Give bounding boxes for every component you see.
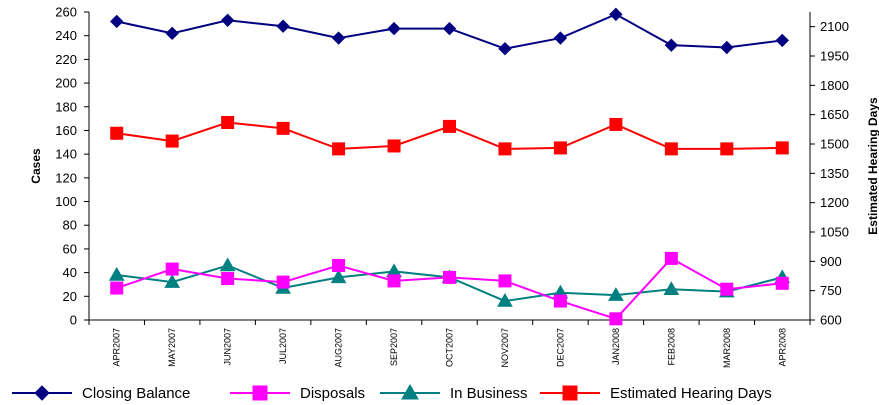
y-tick-label: 60 [63, 241, 77, 256]
data-point-in-business [663, 281, 680, 295]
y-tick-label: 160 [55, 123, 77, 138]
data-point-closing-balance [609, 7, 623, 22]
data-point-estimated-hearing-days [720, 142, 734, 156]
data-point-closing-balance [165, 26, 179, 41]
data-point-disposals [720, 282, 734, 296]
data-point-in-business [164, 274, 181, 288]
legend-label-disposals: Disposals [300, 385, 365, 402]
x-tick-label: APR2008 [777, 328, 787, 367]
y2-tick-label: 1050 [820, 225, 849, 240]
x-tick-label: MAR2008 [722, 328, 732, 368]
x-tick-label: MAY2007 [167, 328, 177, 367]
legend-marker-estimated-hearing-days [562, 385, 578, 401]
data-point-closing-balance [220, 13, 235, 27]
data-point-disposals [609, 312, 623, 326]
y-tick-label: 120 [55, 170, 77, 185]
y2-tick-label: 1200 [820, 195, 849, 210]
y-tick-label: 180 [55, 99, 77, 114]
data-point-closing-balance [775, 33, 789, 48]
y2-tick-label: 2100 [820, 19, 849, 34]
y2-tick-label: 750 [820, 283, 842, 298]
x-tick-label: FEB2008 [666, 328, 676, 366]
x-tick-label: JAN2008 [611, 328, 621, 365]
data-point-closing-balance [110, 14, 124, 29]
data-point-closing-balance [498, 42, 512, 56]
data-point-closing-balance [442, 21, 457, 36]
plot-area: 0 20 40 60 80 100 120 140 160 180 200 220 240 260 600 7… [55, 5, 849, 369]
y2-tick-label: 1350 [820, 166, 849, 181]
data-point-disposals [387, 274, 401, 288]
legend-label-in-business: In Business [450, 385, 528, 402]
y2-tick-label: 1650 [820, 107, 849, 122]
data-point-estimated-hearing-days [276, 121, 290, 135]
data-point-closing-balance [720, 40, 734, 55]
data-point-estimated-hearing-days [443, 119, 456, 133]
data-point-estimated-hearing-days [221, 115, 235, 129]
data-point-estimated-hearing-days [609, 117, 623, 131]
legend-marker-closing-balance [34, 385, 50, 401]
data-point-disposals [664, 251, 678, 265]
data-point-closing-balance [276, 19, 290, 33]
data-point-disposals [553, 294, 567, 308]
y-tick-label: 20 [63, 289, 77, 304]
legend: Closing Balance Disposals In Business Estim… [12, 383, 772, 402]
data-point-in-business [497, 293, 513, 307]
y-tick-label: 140 [55, 147, 77, 162]
x-tick-label: OCT2007 [445, 328, 455, 367]
data-point-disposals [276, 275, 290, 289]
legend-label-closing-balance: Closing Balance [82, 385, 190, 402]
data-point-disposals [221, 272, 235, 286]
y2-tick-label: 1950 [820, 49, 849, 64]
y2-tick-label: 900 [820, 254, 842, 269]
x-tick-label: JUL2007 [278, 328, 288, 364]
legend-marker-in-business [401, 383, 419, 400]
y-tick-label: 220 [55, 52, 77, 67]
y2-tick-label: 1500 [820, 137, 849, 152]
y-axis-title: Cases [29, 148, 43, 184]
data-point-in-business [219, 257, 236, 272]
x-tick-label: APR2007 [112, 328, 122, 367]
x-tick-label: NOV2007 [500, 328, 510, 368]
y-tick-label: 260 [55, 5, 77, 20]
y-tick-label: 80 [63, 218, 77, 233]
legend-marker-disposals [252, 385, 268, 401]
data-point-disposals [498, 274, 512, 288]
data-point-in-business [108, 266, 125, 281]
data-point-closing-balance [387, 21, 401, 36]
x-tick-label: DEC2007 [555, 328, 565, 367]
y2-tick-label: 600 [820, 313, 842, 328]
y-tick-label: 0 [70, 313, 77, 328]
data-point-estimated-hearing-days [165, 134, 179, 148]
data-point-disposals [775, 276, 789, 290]
data-point-closing-balance [331, 31, 346, 45]
data-point-estimated-hearing-days [553, 141, 567, 155]
legend-label-estimated-hearing-days: Estimated Hearing Days [610, 385, 772, 402]
data-point-estimated-hearing-days [332, 142, 346, 156]
data-point-estimated-hearing-days [387, 139, 401, 153]
x-tick-label: AUG2007 [334, 328, 344, 368]
data-point-disposals [165, 262, 179, 276]
data-point-estimated-hearing-days [664, 142, 678, 156]
data-point-estimated-hearing-days [498, 142, 512, 156]
data-point-disposals [443, 270, 456, 284]
data-point-disposals [332, 259, 346, 273]
data-point-closing-balance [553, 31, 568, 45]
data-point-disposals [110, 281, 124, 295]
y-tick-label: 40 [63, 265, 77, 280]
x-tick-label: JUN2007 [223, 328, 233, 366]
data-point-in-business [330, 269, 347, 284]
series-line-disposals [116, 257, 783, 320]
data-point-closing-balance [664, 38, 679, 52]
y2-axis-title: Estimated Hearing Days [866, 97, 879, 235]
data-point-estimated-hearing-days [110, 126, 124, 140]
y-tick-label: 100 [55, 194, 77, 209]
y-tick-label: 200 [55, 76, 77, 91]
x-tick-label: SEP2007 [389, 328, 399, 366]
y-tick-label: 240 [55, 28, 77, 43]
data-point-in-business [608, 287, 624, 301]
y2-tick-label: 1800 [820, 78, 849, 93]
data-point-estimated-hearing-days [775, 141, 789, 155]
